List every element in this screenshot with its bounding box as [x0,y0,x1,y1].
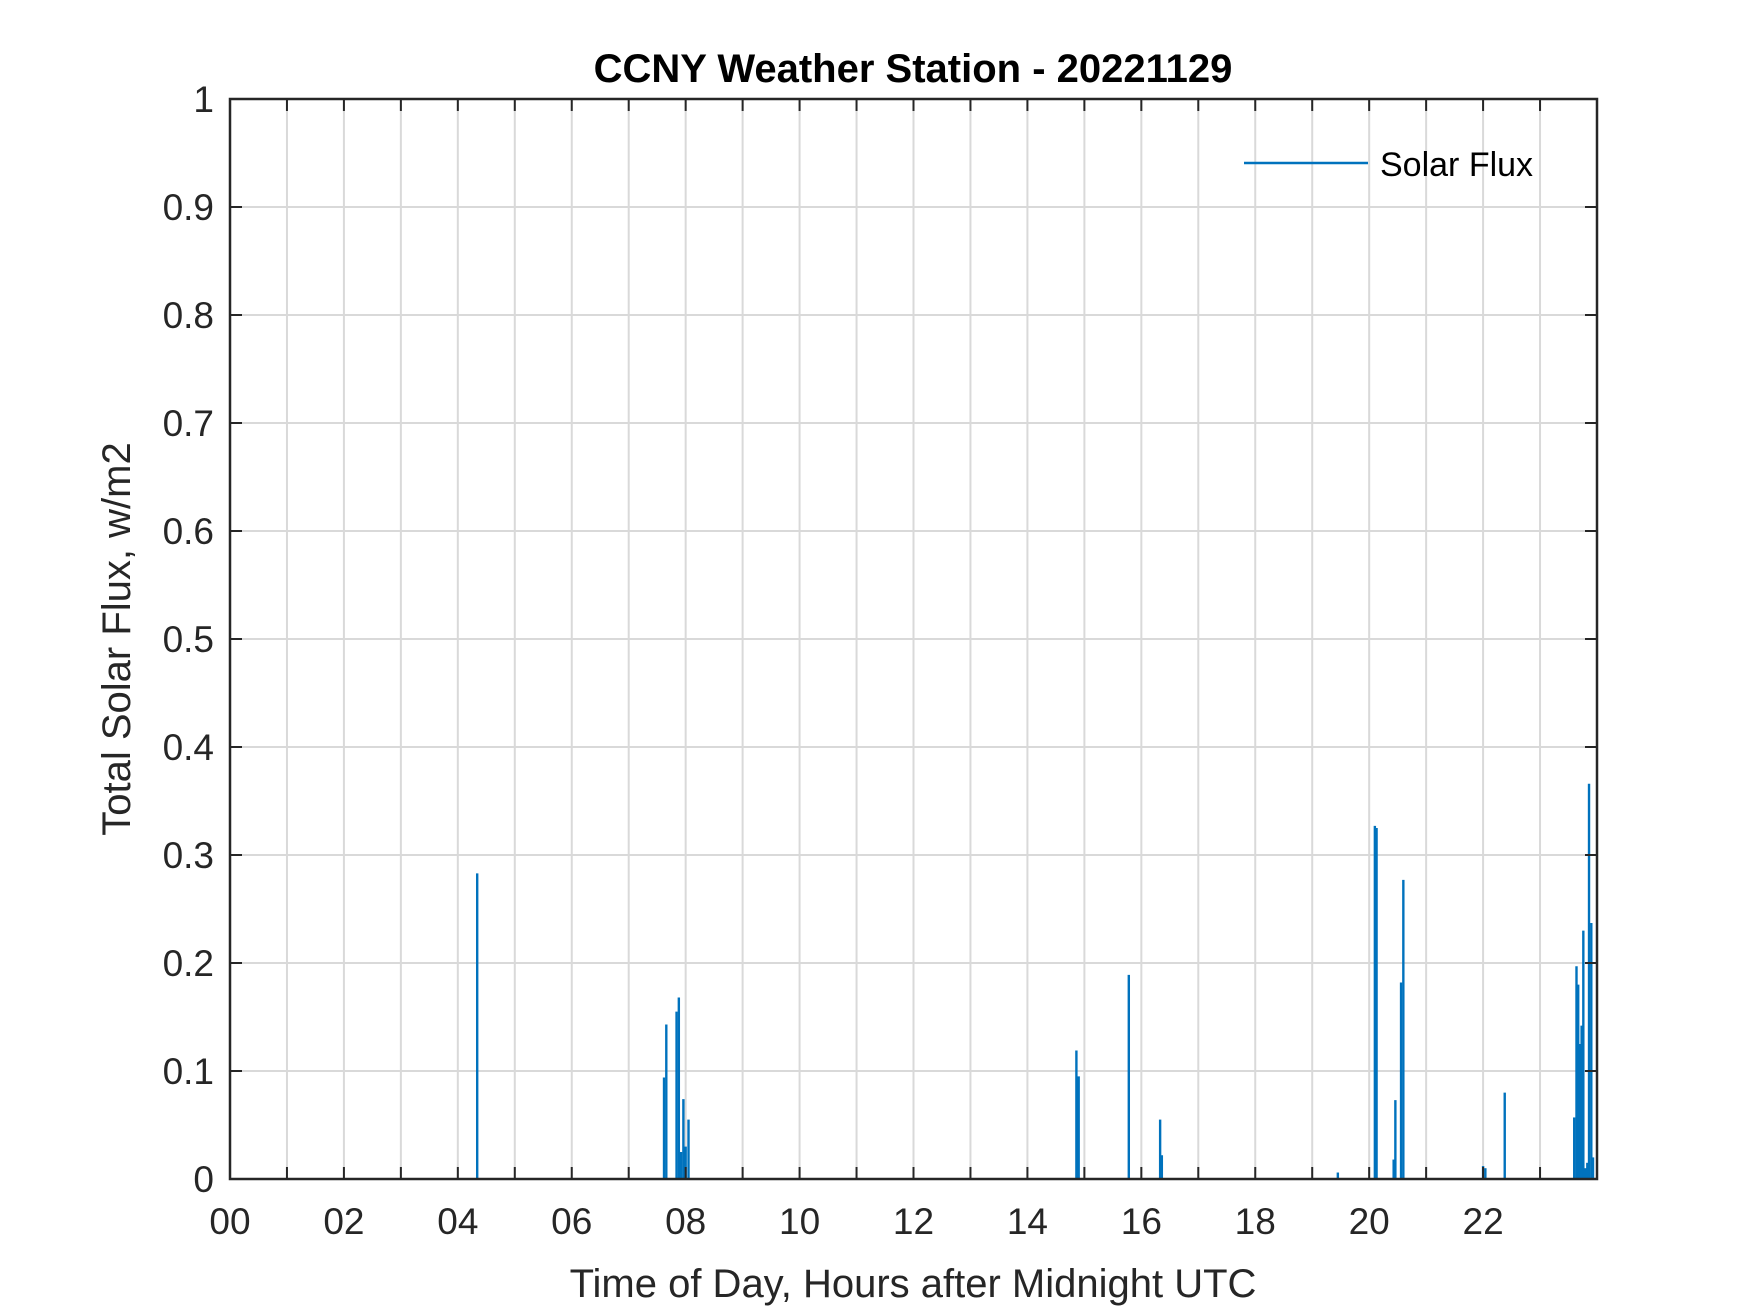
y-tick-label: 0.5 [163,619,214,660]
y-tick-labels: 0 0.1 0.2 0.3 0.4 0.5 0.6 0.7 0.8 0.9 1 [163,79,214,1200]
x-tick-label: 06 [551,1201,592,1242]
y-tick-label: 1 [193,79,214,120]
x-tick-label: 16 [1121,1201,1162,1242]
plot-frame [228,97,1599,1181]
solar-flux-series [475,783,1595,1179]
grid [230,99,1597,1179]
y-tick-label: 0 [193,1159,214,1200]
y-axis-label: Total Solar Flux, w/m2 [95,442,139,835]
x-tick-label: 22 [1463,1201,1504,1242]
y-tick-label: 0.3 [163,835,214,876]
legend-label-solar-flux: Solar Flux [1380,146,1533,184]
x-tick-label: 14 [1007,1201,1048,1242]
y-tick-label: 0.1 [163,1051,214,1092]
x-tick-label: 00 [209,1201,250,1242]
x-tick-label: 10 [779,1201,820,1242]
chart-title: CCNY Weather Station - 20221129 [594,47,1233,91]
x-axis-label: Time of Day, Hours after Midnight UTC [570,1262,1257,1306]
y-tick-label: 0.8 [163,295,214,336]
x-tick-label: 20 [1349,1201,1390,1242]
y-tick-label: 0.4 [163,727,214,768]
x-tick-label: 02 [323,1201,364,1242]
y-tick-label: 0.9 [163,187,214,228]
y-tick-label: 0.7 [163,403,214,444]
y-tick-label: 0.6 [163,511,214,552]
legend: Solar Flux [1244,146,1533,184]
x-tick-label: 08 [665,1201,706,1242]
x-tick-label: 04 [437,1201,478,1242]
y-tick-label: 0.2 [163,943,214,984]
x-tick-label: 18 [1235,1201,1276,1242]
x-tick-label: 12 [893,1201,934,1242]
x-tick-labels: 00 02 04 06 08 10 12 14 16 18 20 22 [209,1201,1503,1242]
